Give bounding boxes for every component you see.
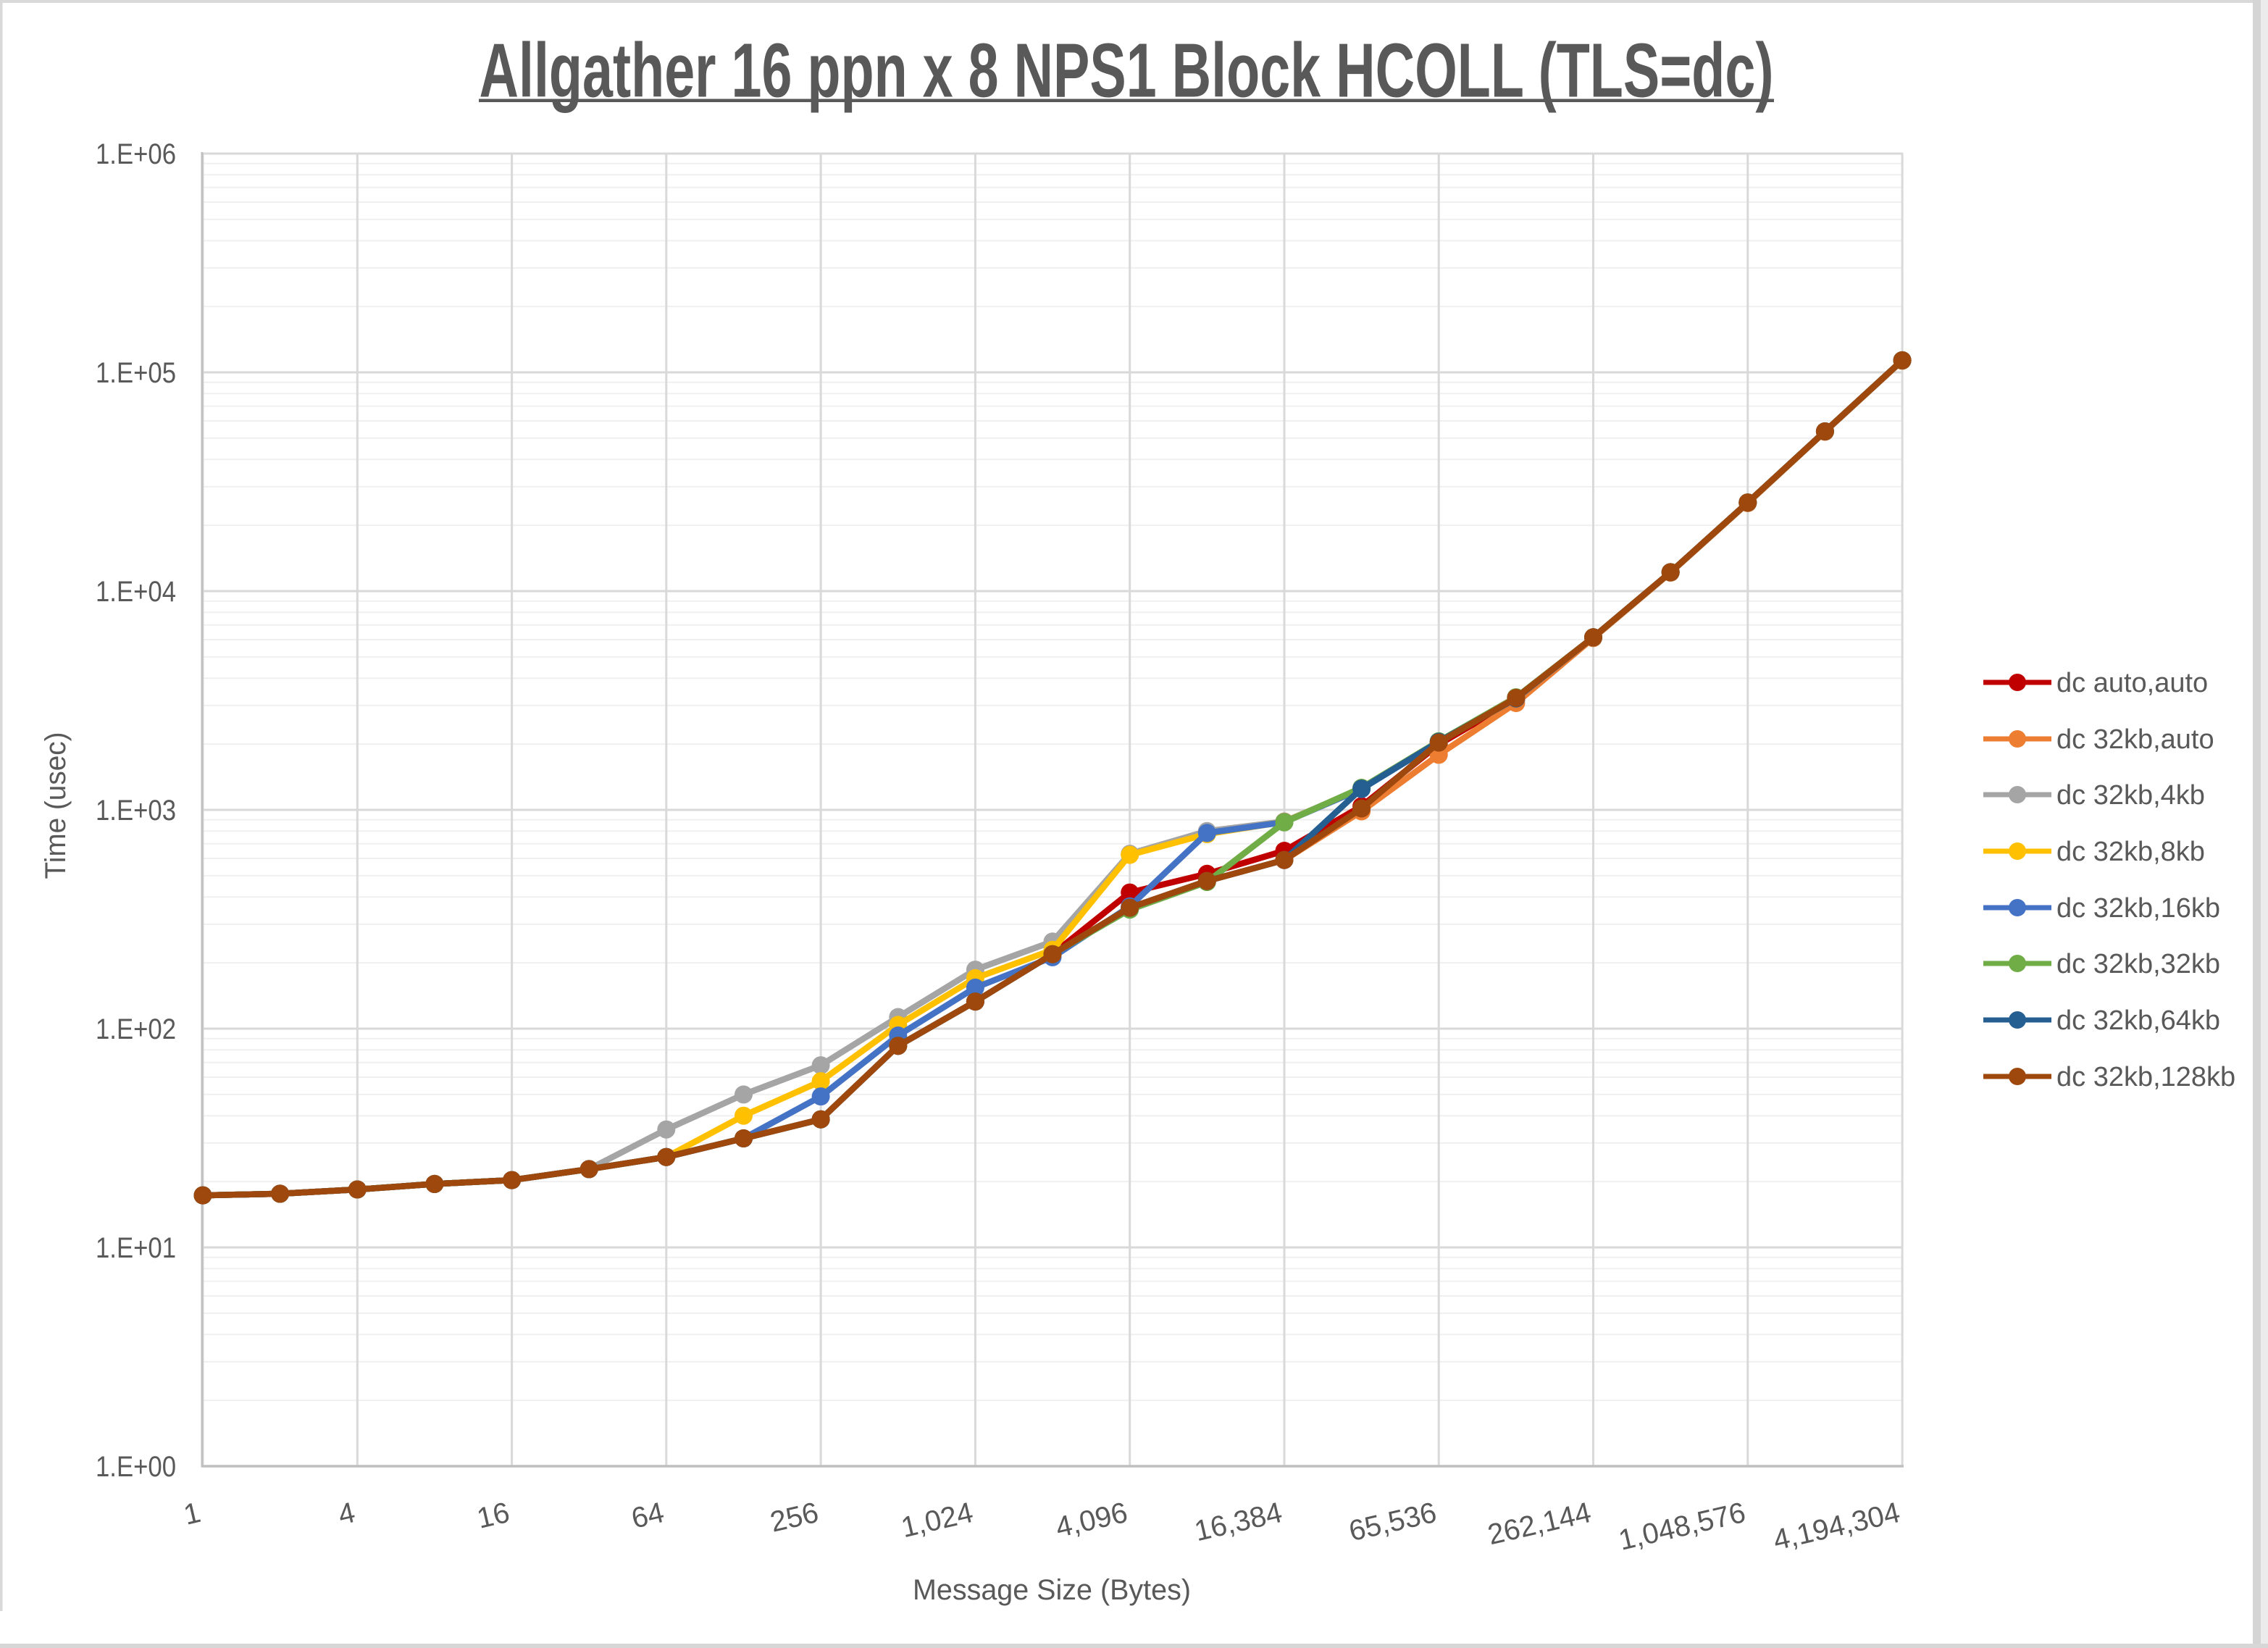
svg-text:1.E+00: 1.E+00 (96, 1451, 176, 1483)
svg-text:Allgather 16 ppn x 8 NPS1 Bloc: Allgather 16 ppn x 8 NPS1 Block HCOLL (T… (480, 28, 1774, 114)
svg-text:dc 32kb,auto: dc 32kb,auto (2056, 724, 2214, 755)
svg-text:dc 32kb,8kb: dc 32kb,8kb (2056, 837, 2205, 867)
svg-text:1.E+03: 1.E+03 (96, 795, 176, 827)
svg-text:dc 32kb,32kb: dc 32kb,32kb (2056, 949, 2220, 979)
svg-text:dc auto,auto: dc auto,auto (2056, 668, 2208, 698)
svg-text:dc 32kb,16kb: dc 32kb,16kb (2056, 893, 2220, 924)
svg-text:Message Size (Bytes): Message Size (Bytes) (913, 1574, 1191, 1606)
svg-text:1.E+06: 1.E+06 (96, 138, 176, 170)
svg-text:Time (usec): Time (usec) (40, 732, 72, 879)
svg-text:dc 32kb,4kb: dc 32kb,4kb (2056, 780, 2205, 811)
svg-text:dc 32kb,128kb: dc 32kb,128kb (2056, 1062, 2235, 1092)
svg-text:1.E+01: 1.E+01 (96, 1232, 176, 1264)
svg-text:dc 32kb,64kb: dc 32kb,64kb (2056, 1005, 2220, 1036)
svg-text:1.E+05: 1.E+05 (96, 357, 176, 389)
svg-text:1.E+02: 1.E+02 (96, 1013, 176, 1045)
svg-text:16: 16 (474, 1497, 512, 1535)
svg-text:64: 64 (629, 1497, 667, 1535)
svg-text:1.E+04: 1.E+04 (96, 576, 176, 608)
